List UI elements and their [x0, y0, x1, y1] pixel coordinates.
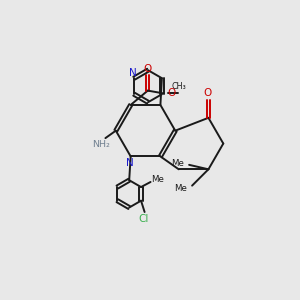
Text: Cl: Cl	[139, 214, 149, 224]
Text: N: N	[129, 68, 137, 78]
Text: O: O	[167, 88, 176, 98]
Text: CH₃: CH₃	[171, 82, 186, 91]
Text: Me: Me	[151, 175, 164, 184]
Text: N: N	[126, 158, 134, 168]
Text: O: O	[144, 64, 152, 74]
Text: NH₂: NH₂	[92, 140, 110, 148]
Text: O: O	[203, 88, 212, 98]
Text: Me: Me	[171, 159, 184, 168]
Text: Me: Me	[174, 184, 187, 193]
